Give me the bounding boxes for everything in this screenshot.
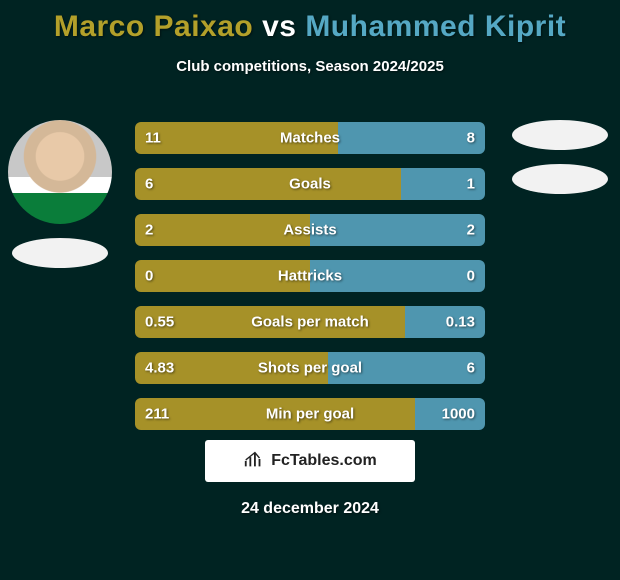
stat-value-left: 0.55 [145,314,174,331]
date-label: 24 december 2024 [241,500,379,518]
title-player2: Muhammed Kiprit [305,10,566,43]
stat-value-left: 0 [145,268,153,285]
stat-value-left: 4.83 [145,360,174,377]
player1-team-oval [12,238,108,268]
stat-value-right: 1000 [442,406,475,423]
stat-bar-left-segment [135,168,401,200]
stat-value-left: 211 [145,406,169,423]
player1-avatar [8,120,112,224]
title-player1: Marco Paixao [54,10,253,43]
stat-label: Goals [289,176,331,193]
title-vs: vs [262,10,296,43]
stat-bar: 4.83 6 Shots per goal [135,352,485,384]
stat-bar: 6 1 Goals [135,168,485,200]
player2-team-oval-top [512,120,608,150]
stat-bar: 211 1000 Min per goal [135,398,485,430]
stat-label: Min per goal [266,406,354,423]
stat-bar: 0.55 0.13 Goals per match [135,306,485,338]
stat-value-right: 1 [467,176,475,193]
chart-icon [243,448,265,475]
logo-text: FcTables.com [271,452,377,470]
stat-label: Hattricks [278,268,342,285]
stat-label: Shots per goal [258,360,362,377]
stat-value-left: 6 [145,176,153,193]
player2-team-oval-bottom [512,164,608,194]
page-title: Marco Paixao vs Muhammed Kiprit [0,0,620,44]
stat-label: Goals per match [251,314,369,331]
stat-bar-right-segment [338,122,485,154]
stat-bar: 0 0 Hattricks [135,260,485,292]
stat-label: Assists [283,222,336,239]
stat-bar: 11 8 Matches [135,122,485,154]
stat-value-left: 2 [145,222,153,239]
comparison-bars: 11 8 Matches 6 1 Goals 2 2 Assists 0 0 Hattricks 0.5… [135,122,485,430]
stat-value-right: 8 [467,130,475,147]
stat-value-right: 0 [467,268,475,285]
stat-value-right: 2 [467,222,475,239]
subtitle: Club competitions, Season 2024/2025 [0,58,620,75]
source-logo: FcTables.com [205,440,415,482]
stat-bar: 2 2 Assists [135,214,485,246]
stat-value-left: 11 [145,130,161,147]
player1-column [5,120,115,268]
stat-label: Matches [280,130,340,147]
stat-value-right: 6 [467,360,475,377]
player2-column [505,120,615,194]
stat-value-right: 0.13 [446,314,475,331]
